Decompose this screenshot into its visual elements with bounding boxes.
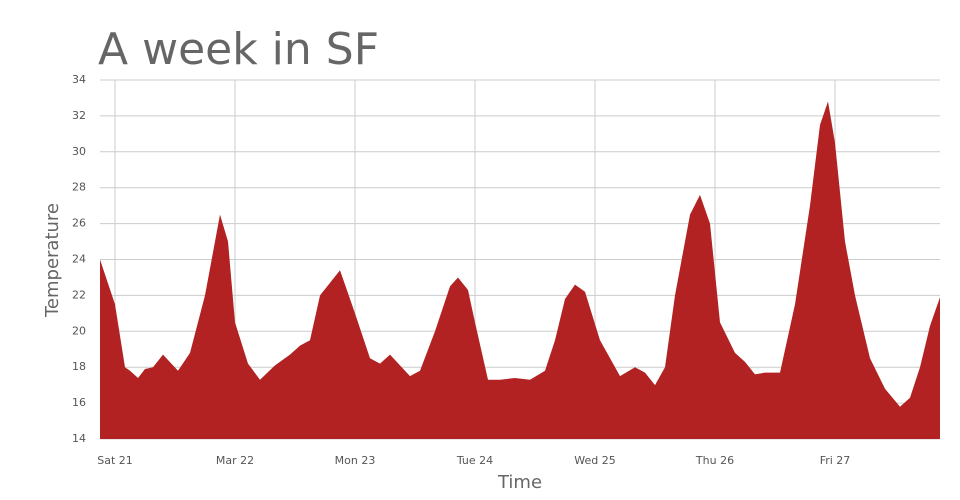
y-tick-label: 30 <box>72 145 86 158</box>
y-tick-label: 34 <box>72 73 86 86</box>
y-axis-label: Temperature <box>42 203 63 318</box>
x-tick-label: Mon 23 <box>335 454 376 467</box>
x-tick-label: Mar 22 <box>216 454 254 467</box>
y-tick-label: 32 <box>72 109 86 122</box>
chart-title: A week in SF <box>98 24 379 75</box>
y-tick-label: 14 <box>72 432 86 445</box>
area <box>100 101 940 439</box>
y-tick-label: 22 <box>72 288 86 301</box>
x-tick-label: Wed 25 <box>574 454 615 467</box>
y-tick-label: 16 <box>72 396 86 409</box>
x-tick-label: Sat 21 <box>97 454 133 467</box>
x-axis-label: Time <box>497 472 542 493</box>
x-tick-label: Fri 27 <box>820 454 851 467</box>
y-tick-label: 28 <box>72 181 86 194</box>
y-tick-label: 26 <box>72 217 86 230</box>
x-tick-label: Tue 24 <box>456 454 493 467</box>
x-tick-label: Thu 26 <box>695 454 734 467</box>
y-tick-label: 20 <box>72 324 86 337</box>
y-tick-label: 18 <box>72 360 86 373</box>
y-tick-label: 24 <box>72 253 86 266</box>
